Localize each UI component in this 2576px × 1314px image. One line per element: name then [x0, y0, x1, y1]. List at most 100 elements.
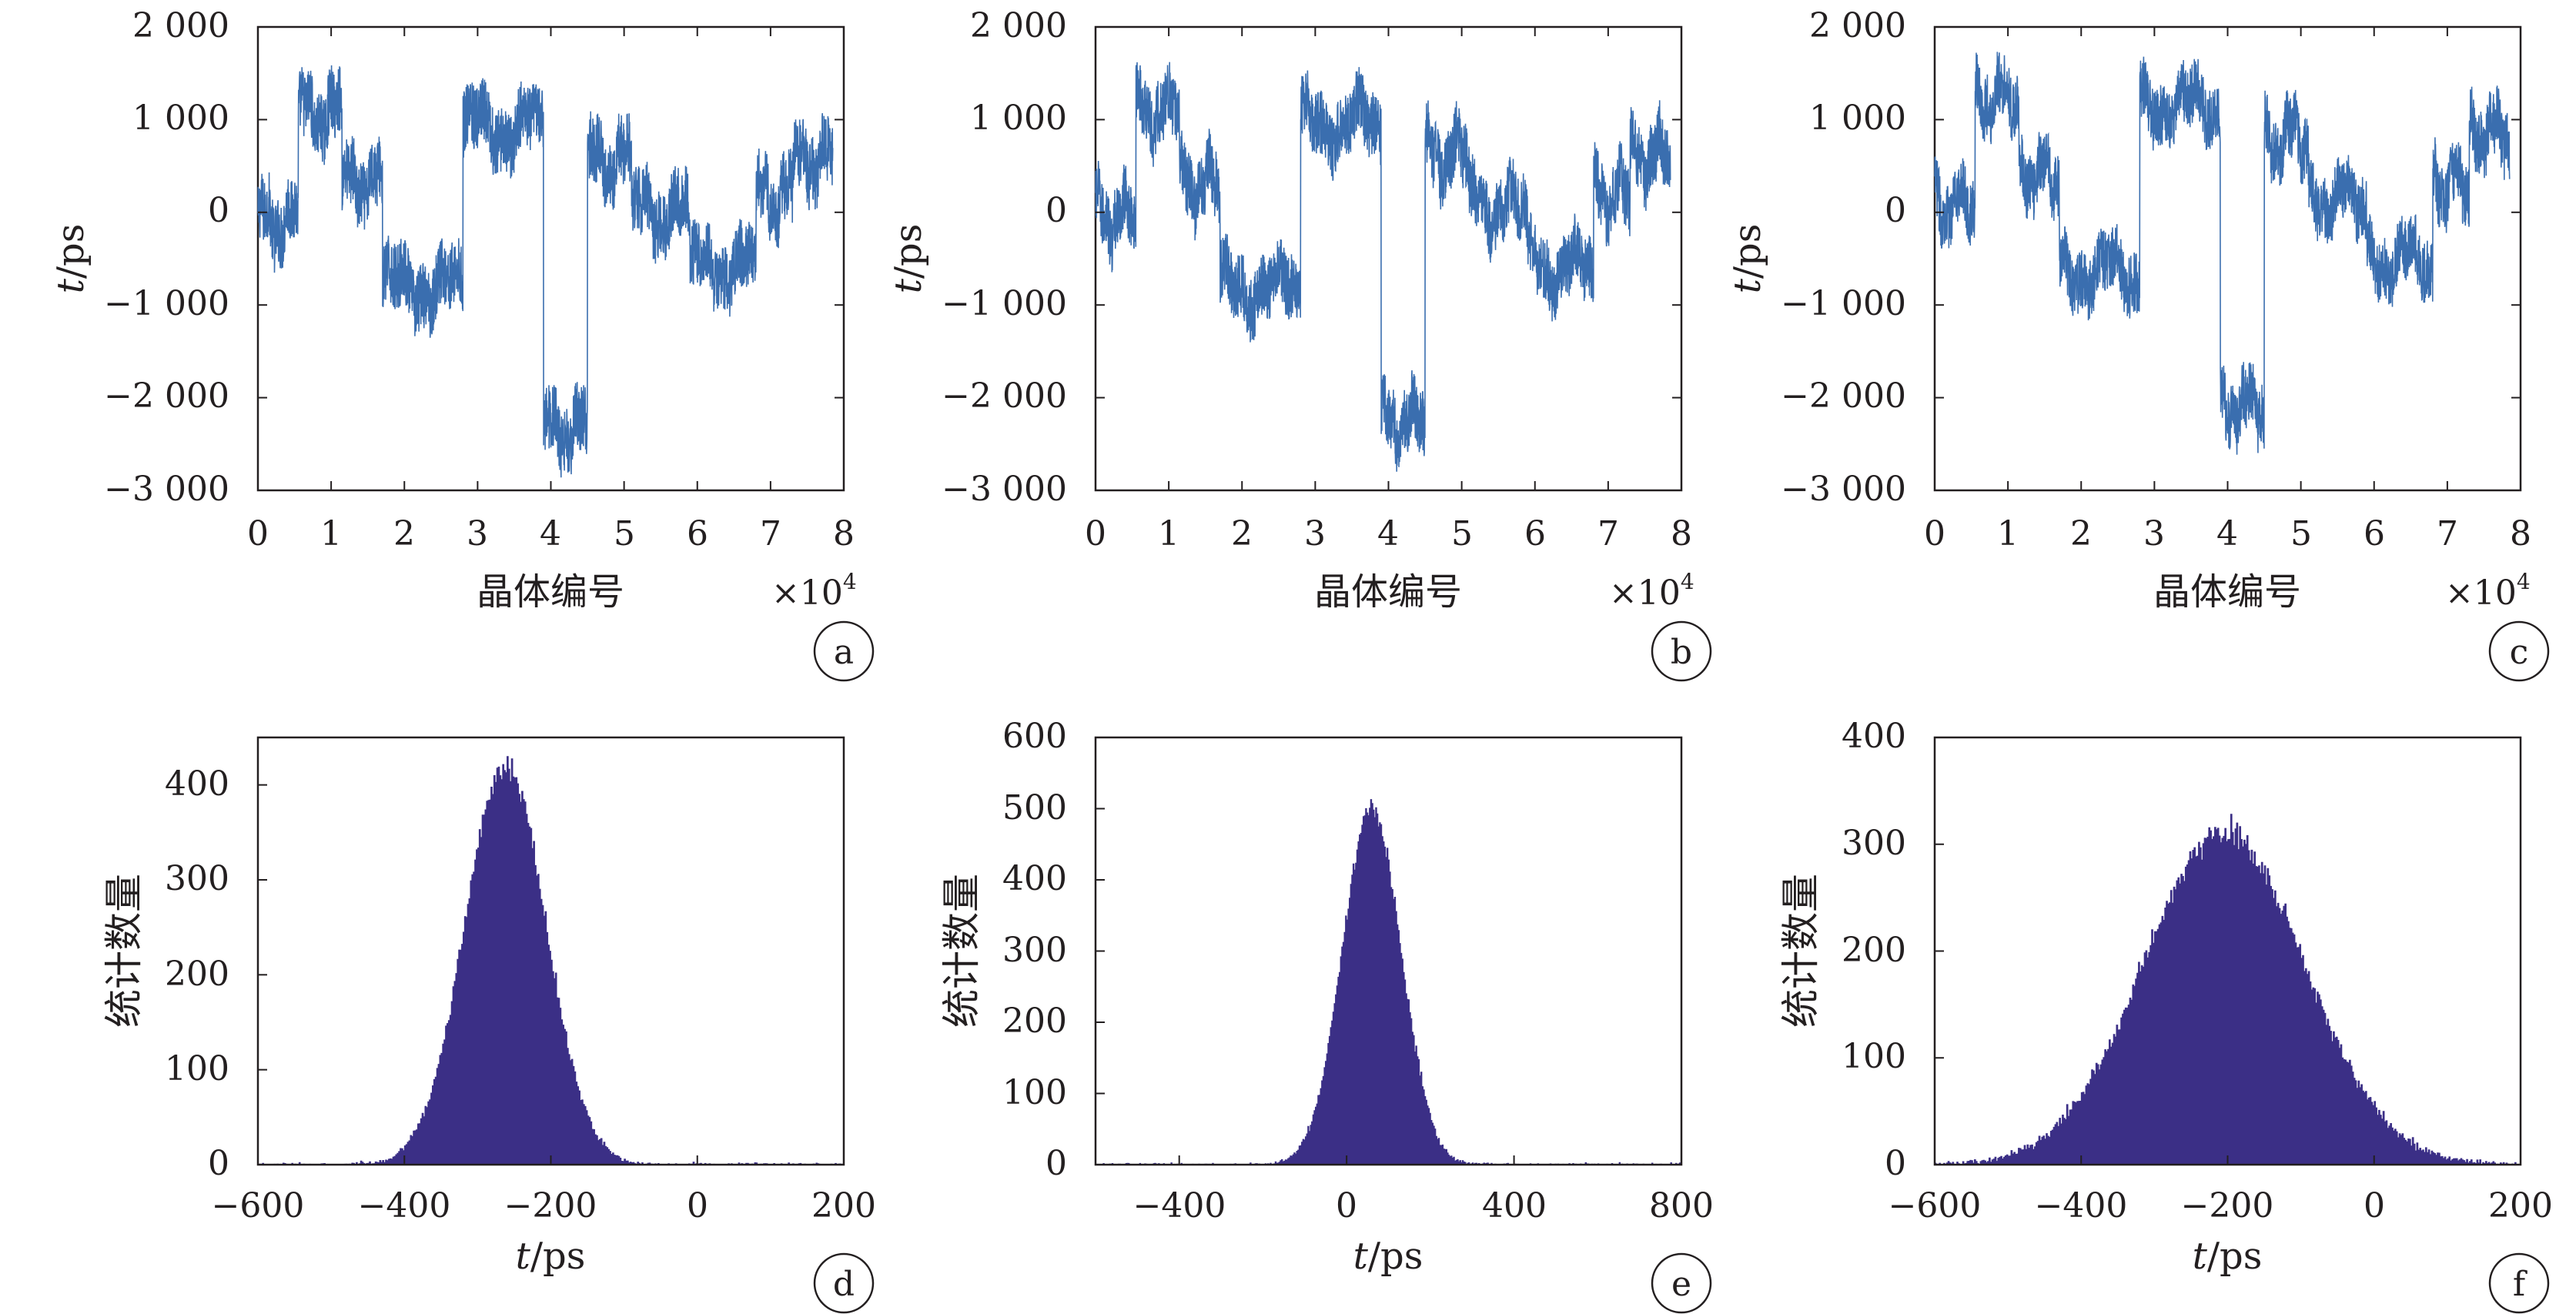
x-tick-label: 5 [2290, 514, 2312, 553]
x-tick-label: 1 [1997, 514, 2019, 553]
x-tick-label: −400 [2035, 1186, 2128, 1225]
x-axis-unit: /ps [1368, 1235, 1423, 1278]
y-tick-label: 400 [165, 764, 229, 804]
tick-marks [1096, 737, 1682, 1165]
x-tick-label: 8 [1671, 514, 1692, 553]
tick-marks [1934, 26, 2521, 491]
y-axis-symbol: t [887, 278, 930, 293]
y-tick-label: −2 000 [104, 376, 229, 416]
x-tick-labels: 0 1 2 3 4 5 6 7 8 [247, 514, 855, 553]
trace-area [1934, 52, 2511, 455]
y-tick-label: −1 000 [104, 284, 229, 323]
x-tick-labels: −600 −400 −200 0 200 [1889, 1186, 2553, 1225]
x-axis-label: 晶体编号 [477, 570, 624, 614]
y-tick-label: 600 [1002, 717, 1067, 756]
y-tick-label: 500 [1002, 788, 1067, 828]
y-tick-label: 0 [208, 191, 229, 230]
y-tick-label: −3 000 [942, 470, 1067, 509]
y-axis-symbol: t [1726, 278, 1769, 293]
x-tick-label: 800 [1649, 1186, 1714, 1225]
y-tick-labels: 0 100 200 300 400 [1842, 717, 1906, 1183]
panel-badge-circle [1651, 1252, 1712, 1314]
tick-marks [1095, 26, 1682, 491]
x-tick-label: 6 [2364, 514, 2385, 553]
histogram-bars [258, 756, 845, 1165]
x-axis-unit: /ps [2207, 1235, 2263, 1278]
panel-badge-letter: d [833, 1265, 855, 1304]
panel-badge-circle [2488, 620, 2550, 682]
histogram-area [1934, 814, 2521, 1165]
panel-badge-letter: c [2510, 633, 2529, 672]
y-tick-label: 300 [165, 859, 229, 898]
x-tick-labels: −600 −400 −200 0 200 [212, 1186, 876, 1225]
trace-area [1095, 62, 1671, 472]
y-tick-label: 0 [1885, 191, 1906, 230]
x-axis-label: 晶体编号 [2153, 570, 2301, 614]
x-tick-label: 5 [614, 514, 635, 553]
y-axis-label: 统计数量 [939, 874, 984, 1028]
trace-series [257, 65, 834, 478]
exponent-power: 4 [843, 569, 857, 594]
tick-marks [257, 784, 845, 1165]
x-axis-symbol: t [516, 1235, 531, 1278]
x-axis-label: t/ps [2193, 1235, 2263, 1278]
x-tick-label: 6 [687, 514, 708, 553]
x-tick-label: 0 [1336, 1186, 1357, 1225]
y-tick-label: 400 [1002, 859, 1067, 898]
exponent-base: ×10 [771, 573, 843, 613]
x-tick-label: 0 [1924, 514, 1945, 553]
x-tick-label: 4 [2216, 514, 2238, 553]
y-tick-labels: 2 000 1 000 0 −1 000 −2 000 −3 000 [1781, 6, 1906, 509]
x-tick-label: 0 [2364, 1186, 2385, 1225]
y-tick-label: 0 [1045, 1144, 1067, 1183]
histogram-area [1096, 799, 1682, 1165]
x-tick-labels: 0 1 2 3 4 5 6 7 8 [1085, 514, 1692, 553]
tick-marks [1934, 737, 2521, 1165]
y-tick-label: −2 000 [1781, 376, 1906, 416]
panel-d: 0 100 200 300 400 −600 −400 −200 0 200 t… [102, 736, 876, 1314]
y-axis-label: 统计数量 [102, 874, 146, 1028]
x-tick-label: 0 [247, 514, 269, 553]
y-tick-label: 2 000 [1809, 6, 1906, 45]
y-tick-label: −1 000 [1781, 284, 1906, 323]
y-tick-labels: 0 100 200 300 400 [165, 764, 229, 1183]
x-tick-label: 1 [1158, 514, 1179, 553]
y-tick-label: 1 000 [970, 99, 1067, 138]
x-exponent-label: ×104 [1609, 569, 1694, 613]
y-tick-label: 100 [1842, 1037, 1906, 1076]
trace-area [257, 65, 834, 478]
y-tick-label: 1 000 [1809, 99, 1906, 138]
panel-e: 0 100 200 300 400 500 600 −400 0 400 800… [939, 717, 1714, 1314]
panel-badge-circle [813, 620, 875, 682]
y-axis-unit: /ps [887, 224, 930, 279]
y-tick-label: −3 000 [1781, 470, 1906, 509]
y-tick-label: −1 000 [942, 284, 1067, 323]
y-tick-label: −2 000 [942, 376, 1067, 416]
x-tick-label: 5 [1451, 514, 1473, 553]
x-tick-label: −200 [504, 1186, 597, 1225]
x-tick-label: −200 [2181, 1186, 2274, 1225]
x-axis-label: t/ps [516, 1235, 586, 1278]
x-tick-label: 3 [467, 514, 488, 553]
y-tick-label: 1 000 [132, 99, 229, 138]
panel-f: 0 100 200 300 400 −600 −400 −200 0 200 t… [1778, 717, 2553, 1314]
x-tick-label: 1 [320, 514, 342, 553]
x-tick-label: 7 [1597, 514, 1619, 553]
y-tick-labels: 0 100 200 300 400 500 600 [1002, 717, 1067, 1183]
panel-badge-letter: e [1671, 1265, 1691, 1304]
x-tick-label: 200 [2488, 1186, 2553, 1225]
y-axis-label: t/ps [887, 224, 930, 294]
y-tick-label: 0 [1045, 191, 1067, 230]
x-axis-label: t/ps [1353, 1235, 1423, 1278]
exponent-power: 4 [2517, 569, 2531, 594]
y-tick-label: −3 000 [104, 470, 229, 509]
x-tick-label: 3 [1304, 514, 1326, 553]
x-tick-label: 2 [2070, 514, 2092, 553]
trace-series [1934, 52, 2511, 455]
y-axis-unit: /ps [49, 224, 92, 279]
panel-badge-circle [813, 1252, 875, 1314]
x-exponent-label: ×104 [2445, 569, 2531, 613]
x-tick-label: 6 [1524, 514, 1546, 553]
histogram-bars [1934, 814, 2521, 1165]
